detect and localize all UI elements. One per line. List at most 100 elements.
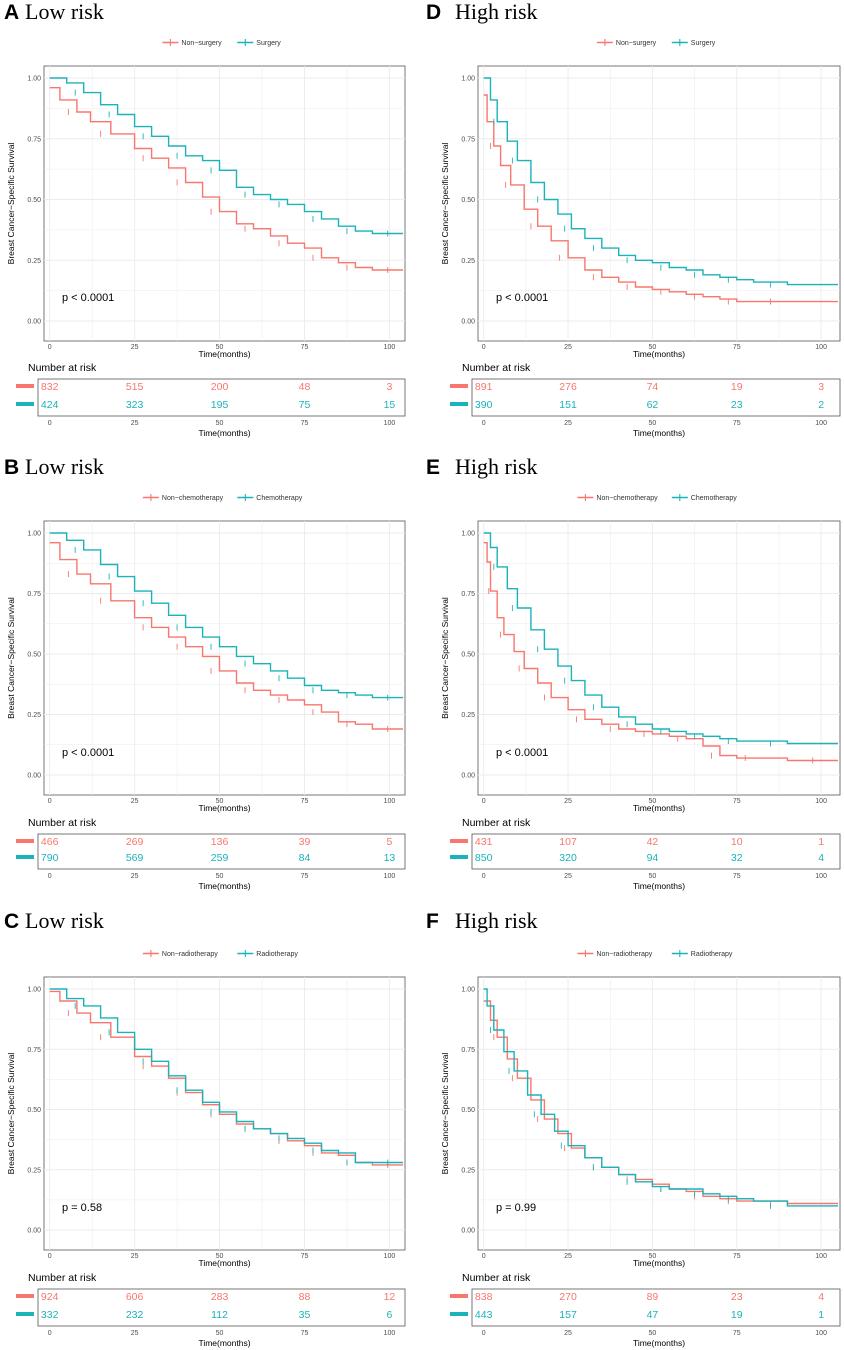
legend-label-2: Chemotherapy [691,495,737,502]
risk-cell: 443 [475,1309,493,1321]
y-tick-label: 0.75 [461,591,475,598]
risk-cell: 107 [559,836,577,848]
risk-cell: 4 [818,1291,824,1303]
km-curve-2 [483,532,838,745]
panel-c: C Low risk Non−radiotherapy Radiotherapy 0 0 2… [4,908,406,1348]
risk-cell: 569 [126,852,144,864]
risk-cell: 270 [559,1291,577,1303]
y-tick-label: 0.25 [27,712,41,719]
legend: Non−surgery Surgery [596,39,716,47]
y-tick-label: 0.00 [27,773,41,780]
x-axis-title: Time(months) [633,1258,685,1268]
km-curve-1 [49,542,403,730]
risk-x-tick-label: 100 [815,1330,827,1337]
x-tick-label: 100 [384,798,396,805]
legend-label-2: Radiotherapy [256,951,298,958]
risk-cell: 32 [731,852,743,864]
risk-x-tick-label: 75 [301,420,309,427]
risk-cell: 1 [818,1309,824,1321]
censor-marks-1 [490,143,771,305]
y-axis-title: Breast Cancer−Specific Survival [440,1053,450,1175]
panel-title: High risk [455,454,538,479]
risk-table-frame [37,833,406,870]
risk-cell: 13 [384,852,396,864]
legend-label-1: Non−chemotherapy [162,495,224,502]
y-tick-label: 1.00 [27,987,41,994]
x-axis-title: Time(months) [198,1258,250,1268]
panel-letter: A [4,1,19,24]
risk-table-frame [471,378,841,417]
risk-table-frame [37,1288,406,1327]
risk-cell: 23 [731,1291,743,1303]
y-tick-label: 0.50 [461,1107,475,1114]
panel-title: High risk [455,0,538,24]
risk-x-tick-label: 0 [48,873,52,880]
x-tick-label: 100 [815,798,827,805]
x-tick-label: 75 [301,1253,309,1260]
risk-cell: 112 [211,1309,228,1321]
risk-table-title: Number at risk [28,817,97,829]
risk-table-title: Number at risk [462,362,531,374]
risk-x-tick-label: 25 [131,1330,139,1337]
y-tick-label: 0.25 [461,1167,475,1174]
panel-title: High risk [455,908,538,933]
x-tick-label: 50 [649,344,657,351]
x-tick-label: 0 [48,1253,52,1260]
x-tick-label: 25 [564,1253,572,1260]
panel-title: Low risk [25,454,104,479]
km-curve-2 [483,988,838,1207]
panel-e: E High risk Non−chemotherapy Chemotherapy 0 0… [426,454,841,891]
risk-x-tick-label: 25 [564,873,572,880]
risk-cell: 75 [299,399,311,411]
risk-cell: 200 [211,381,229,393]
x-tick-label: 75 [301,798,309,805]
y-axis-title: Breast Cancer−Specific Survival [6,597,16,719]
y-axis-title: Breast Cancer−Specific Survival [440,597,450,719]
p-value: p < 0.0001 [496,292,548,304]
risk-x-tick-label: 0 [48,420,52,427]
km-curve-1 [483,542,838,762]
risk-cell: 924 [41,1291,59,1303]
risk-x-tick-label: 100 [815,873,827,880]
legend: Non−radiotherapy Radiotherapy [142,950,298,958]
risk-x-tick-label: 50 [649,1330,657,1337]
x-tick-label: 25 [564,344,572,351]
panel-title: Low risk [25,908,104,933]
y-tick-label: 0.50 [27,1107,41,1114]
p-value: p = 0.58 [62,1202,102,1214]
panel-title: Low risk [25,0,104,24]
y-tick-label: 0.00 [461,1228,475,1235]
censor-marks-2 [493,118,771,288]
censor-marks-2 [74,89,389,237]
km-curve-1 [483,94,838,303]
risk-x-tick-label: 50 [216,1330,224,1337]
y-tick-label: 1.00 [461,987,475,994]
x-tick-label: 100 [815,1253,827,1260]
y-tick-label: 0.75 [27,1047,41,1054]
km-curve-2 [49,77,403,235]
grid [44,977,405,1250]
legend-label-2: Surgery [256,40,281,47]
p-value: p < 0.0001 [496,747,548,759]
risk-cell: 84 [299,852,311,864]
panel-letter: D [426,1,441,24]
panel-letter: B [4,456,19,479]
risk-x-axis-title: Time(months) [633,881,685,891]
risk-cell: 151 [559,399,577,411]
x-tick-label: 50 [649,798,657,805]
grid [478,977,840,1250]
y-tick-label: 0.00 [461,773,475,780]
plot-frame [477,520,841,796]
risk-x-tick-label: 25 [131,420,139,427]
risk-table-frame [471,1288,841,1327]
risk-cell: 94 [647,852,659,864]
risk-cell: 62 [647,399,659,411]
risk-x-axis-title: Time(months) [198,428,250,438]
plot-frame [43,65,406,342]
y-tick-label: 1.00 [461,531,475,538]
risk-cell: 89 [647,1291,659,1303]
risk-cell: 15 [384,399,396,411]
p-value: p < 0.0001 [62,747,114,759]
risk-x-tick-label: 75 [733,873,741,880]
x-axis-title: Time(months) [633,349,685,359]
